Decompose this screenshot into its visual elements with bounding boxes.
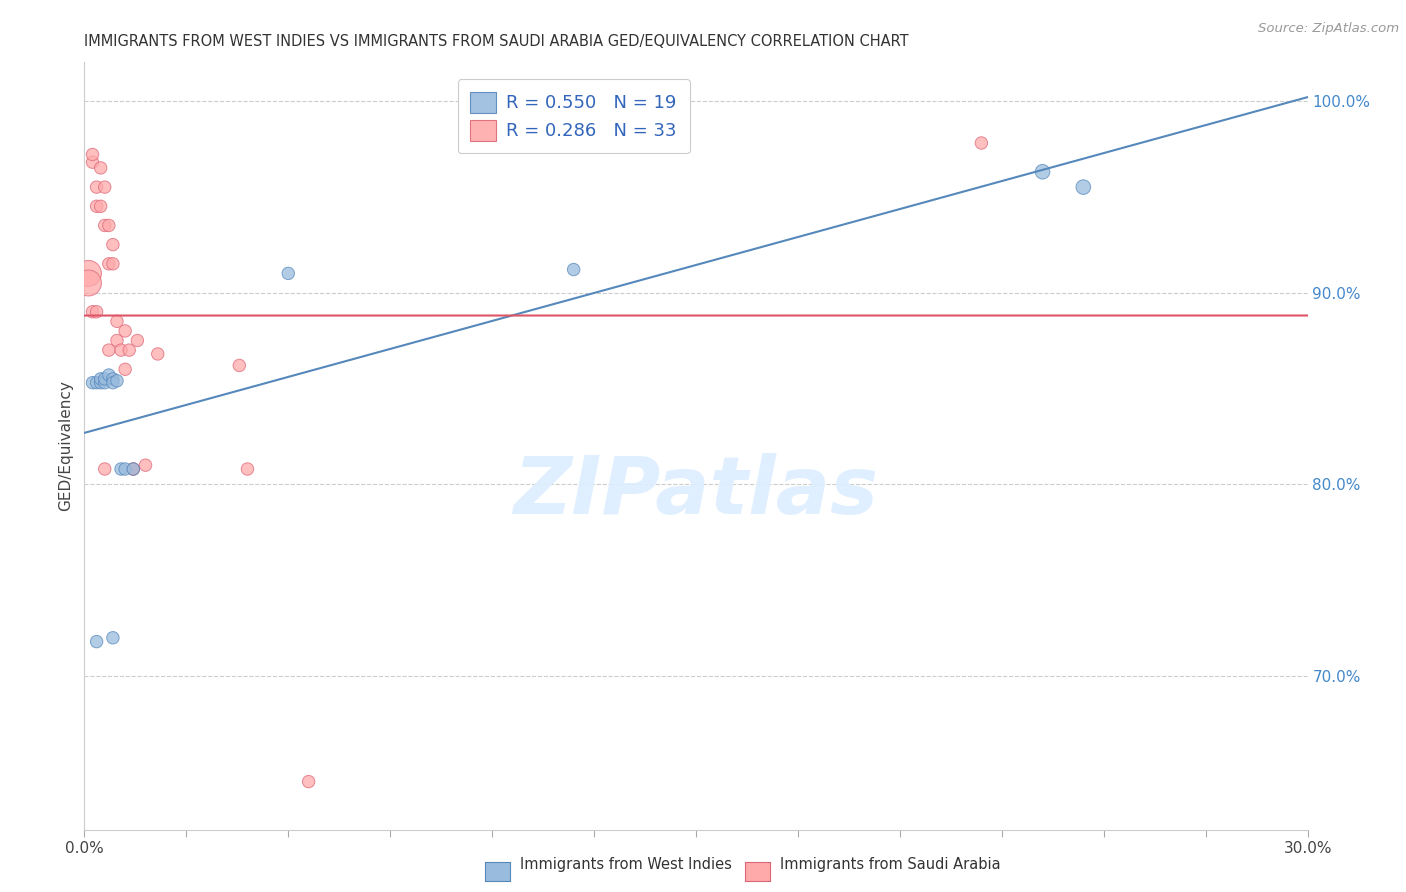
Point [110, 343, 132, 358]
Point [93, 180, 115, 194]
Point [93, 376, 115, 390]
Point [97, 343, 120, 358]
Point [122, 462, 145, 476]
Point [82, 376, 104, 390]
Point [97, 368, 120, 382]
Point [97, 219, 120, 233]
Point [77, 266, 100, 280]
Point [93, 219, 115, 233]
Point [105, 314, 128, 328]
Point [114, 462, 136, 476]
Point [1032, 165, 1054, 179]
Text: ZIPatlas: ZIPatlas [513, 453, 879, 531]
Text: IMMIGRANTS FROM WEST INDIES VS IMMIGRANTS FROM SAUDI ARABIA GED/EQUIVALENCY CORR: IMMIGRANTS FROM WEST INDIES VS IMMIGRANT… [84, 34, 910, 49]
Point [86, 305, 108, 319]
Point [114, 362, 136, 376]
Point [101, 631, 124, 645]
Point [146, 347, 169, 361]
Point [1073, 180, 1095, 194]
Point [86, 634, 108, 648]
Point [82, 147, 104, 161]
Point [114, 324, 136, 338]
Text: Immigrants from Saudi Arabia: Immigrants from Saudi Arabia [780, 857, 1001, 872]
Point [122, 462, 145, 476]
Point [110, 462, 132, 476]
Point [93, 372, 115, 386]
Point [90, 161, 112, 175]
Legend: R = 0.550   N = 19, R = 0.286   N = 33: R = 0.550 N = 19, R = 0.286 N = 33 [458, 79, 689, 153]
Point [105, 334, 128, 348]
Text: Source: ZipAtlas.com: Source: ZipAtlas.com [1258, 22, 1399, 36]
Text: Immigrants from West Indies: Immigrants from West Indies [520, 857, 733, 872]
Point [86, 376, 108, 390]
Point [101, 376, 124, 390]
Point [101, 372, 124, 386]
Point [118, 343, 141, 358]
Point [82, 155, 104, 169]
Point [277, 266, 299, 280]
Point [101, 257, 124, 271]
Point [298, 774, 321, 789]
Point [90, 376, 112, 390]
Point [228, 359, 250, 373]
Point [82, 305, 104, 319]
Point [135, 458, 157, 472]
Point [562, 262, 585, 277]
Point [122, 462, 145, 476]
Point [86, 199, 108, 213]
Point [105, 374, 128, 388]
Point [90, 199, 112, 213]
Y-axis label: GED/Equivalency: GED/Equivalency [58, 381, 73, 511]
Point [77, 276, 100, 290]
Point [970, 136, 993, 150]
Point [236, 462, 259, 476]
Point [86, 180, 108, 194]
Point [101, 237, 124, 252]
Point [97, 257, 120, 271]
Point [93, 462, 115, 476]
Point [127, 334, 149, 348]
Point [90, 372, 112, 386]
